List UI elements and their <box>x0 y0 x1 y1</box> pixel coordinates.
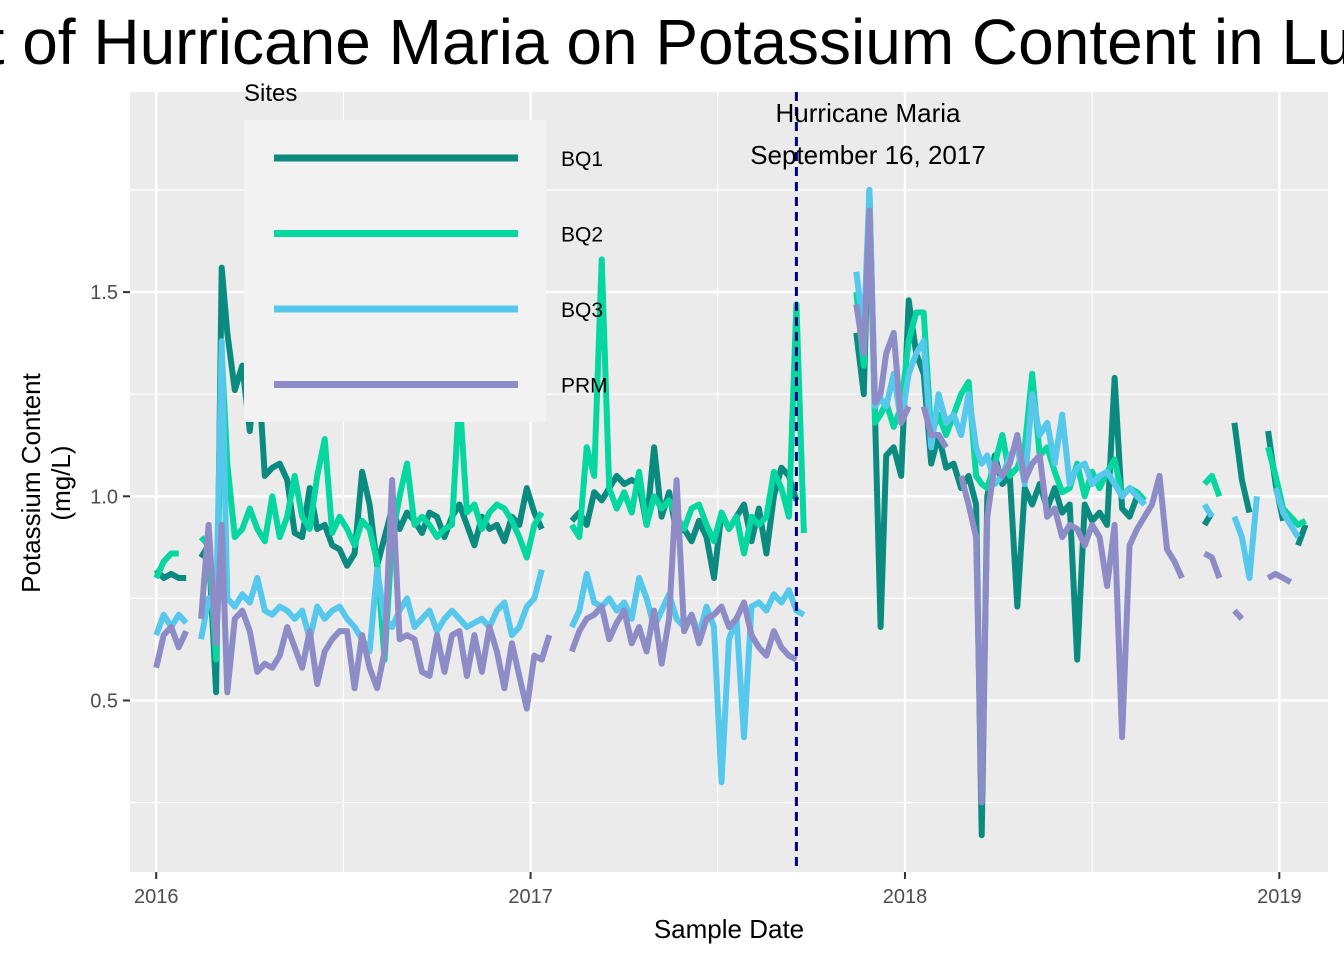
y-axis-title-line-2: (mg/L) <box>46 445 76 520</box>
x-tick-label: 2017 <box>508 886 553 908</box>
x-axis-title: Sample Date <box>654 914 804 944</box>
legend-label-bq3: BQ3 <box>561 299 603 322</box>
y-tick-label: 0.5 <box>90 690 118 712</box>
x-tick-label: 2019 <box>1257 886 1302 908</box>
legend-box <box>244 120 546 422</box>
legend-title: Sites <box>244 80 297 107</box>
x-tick-label: 2018 <box>883 886 928 908</box>
annotation-line-2: September 16, 2017 <box>750 140 986 170</box>
series-lines <box>153 187 1309 839</box>
annotation-line-1: Hurricane Maria <box>776 98 961 128</box>
y-tick-label: 1.0 <box>90 486 118 508</box>
series-line-prm <box>153 207 1293 806</box>
y-axis-title-line-1: Potassium Content <box>16 372 46 592</box>
legend-label-bq2: BQ2 <box>561 224 603 247</box>
series-prm <box>153 207 1293 806</box>
legend-label-bq1: BQ1 <box>561 148 603 171</box>
x-axis: 2016 2017 2018 2019 <box>134 872 1302 908</box>
y-axis: 0.5 1.0 1.5 <box>90 282 130 712</box>
legend: Sites BQ1 BQ2 BQ3 PRM <box>244 80 608 422</box>
chart-title: Effect of Hurricane Maria on Potassium C… <box>0 6 1344 78</box>
legend-label-prm: PRM <box>561 375 608 398</box>
x-tick-label: 2016 <box>134 886 179 908</box>
y-tick-label: 1.5 <box>90 282 118 304</box>
